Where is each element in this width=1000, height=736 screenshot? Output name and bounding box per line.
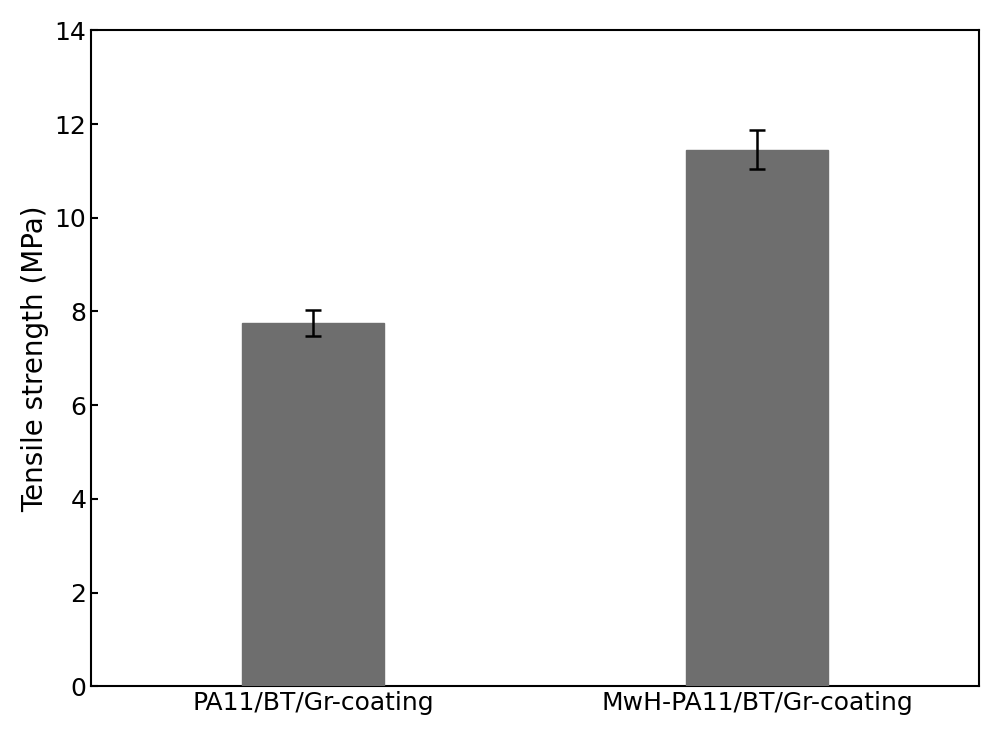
Bar xyxy=(242,323,384,686)
Bar xyxy=(686,150,828,686)
Y-axis label: Tensile strength (MPa): Tensile strength (MPa) xyxy=(21,205,49,512)
